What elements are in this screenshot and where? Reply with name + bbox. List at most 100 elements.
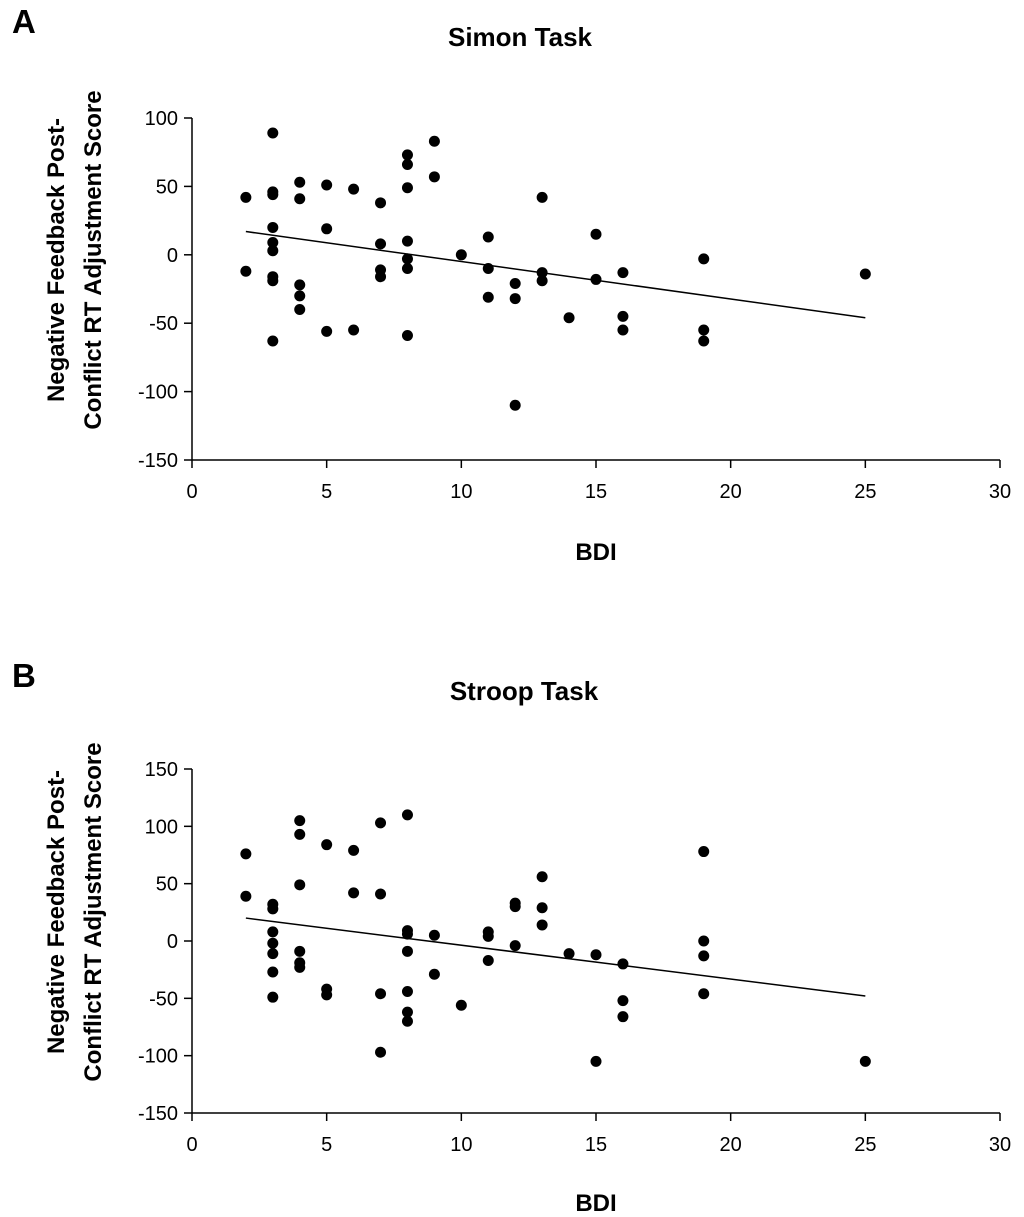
data-point	[375, 988, 387, 1000]
data-point	[267, 991, 279, 1003]
data-point	[294, 945, 306, 957]
y-axis-label-line: Conflict RT Adjustment Score	[80, 742, 107, 1081]
data-point	[375, 238, 387, 250]
y-tick-label: 100	[145, 108, 178, 130]
data-point	[428, 135, 440, 147]
data-point	[294, 879, 306, 891]
data-point	[401, 1015, 413, 1027]
panel-simon-task: A Simon Task -150 -100 -50 0 50 100 0 5 10 15 20 25 30…	[12, 3, 1011, 566]
data-point	[617, 310, 629, 322]
data-point	[698, 935, 710, 947]
data-point	[375, 197, 387, 209]
data-point	[267, 221, 279, 233]
data-point	[428, 968, 440, 980]
panel-label: B	[12, 657, 36, 694]
data-point	[536, 275, 548, 287]
data-point	[267, 937, 279, 949]
data-point	[859, 1055, 871, 1067]
trendline	[245, 230, 866, 319]
x-axis-label: BDI	[575, 1190, 616, 1217]
x-tick-label: 20	[720, 1134, 742, 1156]
data-point	[401, 253, 413, 265]
x-tick-label: 25	[854, 1134, 876, 1156]
data-point	[267, 903, 279, 915]
data-point	[401, 1006, 413, 1018]
data-point	[428, 929, 440, 941]
data-point	[240, 265, 252, 277]
data-point	[321, 325, 333, 337]
data-point	[698, 846, 710, 858]
data-point	[509, 278, 521, 290]
data-point	[375, 1046, 387, 1058]
data-point	[536, 871, 548, 883]
data-point	[294, 176, 306, 188]
y-tick-label: -50	[149, 313, 178, 335]
data-point	[482, 291, 494, 303]
y-axis-label-line: Negative Feedback Post-	[43, 118, 70, 402]
x-tick-label: 15	[585, 1134, 607, 1156]
data-point	[267, 236, 279, 248]
data-point	[267, 948, 279, 960]
data-point	[321, 839, 333, 851]
data-point	[401, 928, 413, 940]
data-point	[240, 890, 252, 902]
y-tick-label: -150	[138, 1103, 178, 1125]
data-point	[698, 988, 710, 1000]
panel-stroop-task: B Stroop Task -150 -100 -50 0 50 100 150 0 5 10 15 20…	[12, 657, 1011, 1217]
data-point	[294, 961, 306, 973]
x-tick-label: 0	[186, 1134, 197, 1156]
data-point	[617, 267, 629, 279]
data-point	[617, 324, 629, 336]
data-point	[698, 253, 710, 265]
data-point	[294, 815, 306, 827]
data-point	[348, 324, 360, 336]
data-point	[401, 945, 413, 957]
data-point	[617, 1011, 629, 1023]
data-point	[267, 189, 279, 201]
data-point	[536, 191, 548, 203]
data-point	[267, 275, 279, 287]
y-tick-label: -150	[138, 450, 178, 472]
data-point	[294, 304, 306, 316]
data-point	[482, 231, 494, 243]
x-tick-label: 5	[321, 481, 332, 503]
panel-label: A	[12, 3, 36, 40]
data-point	[348, 183, 360, 195]
data-point	[240, 848, 252, 860]
data-point	[294, 193, 306, 205]
data-point	[482, 262, 494, 274]
data-point	[321, 179, 333, 191]
data-point	[401, 809, 413, 821]
data-point	[375, 271, 387, 283]
data-point	[482, 930, 494, 942]
data-point	[267, 335, 279, 347]
y-tick-label: 0	[167, 931, 178, 953]
y-tick-label: -100	[138, 382, 178, 404]
data-point	[267, 127, 279, 139]
x-tick-label: 20	[720, 481, 742, 503]
data-point	[455, 999, 467, 1011]
data-point	[375, 817, 387, 829]
data-point	[617, 995, 629, 1007]
data-point	[294, 279, 306, 291]
data-point	[536, 902, 548, 914]
data-point	[509, 293, 521, 305]
data-point	[348, 844, 360, 856]
x-tick-label: 25	[854, 481, 876, 503]
y-axis-label-line: Negative Feedback Post-	[43, 770, 70, 1054]
y-tick-label: 0	[167, 245, 178, 267]
data-point	[590, 228, 602, 240]
data-point	[590, 1055, 602, 1067]
data-point	[267, 926, 279, 938]
data-point	[563, 312, 575, 324]
data-point	[536, 919, 548, 931]
chart-title: Simon Task	[448, 22, 593, 52]
y-tick-label: 50	[156, 176, 178, 198]
y-tick-label: -50	[149, 988, 178, 1010]
chart-title: Stroop Task	[450, 676, 599, 706]
x-tick-label: 10	[450, 1134, 472, 1156]
x-tick-label: 15	[585, 481, 607, 503]
data-point	[401, 182, 413, 194]
data-point	[240, 191, 252, 203]
